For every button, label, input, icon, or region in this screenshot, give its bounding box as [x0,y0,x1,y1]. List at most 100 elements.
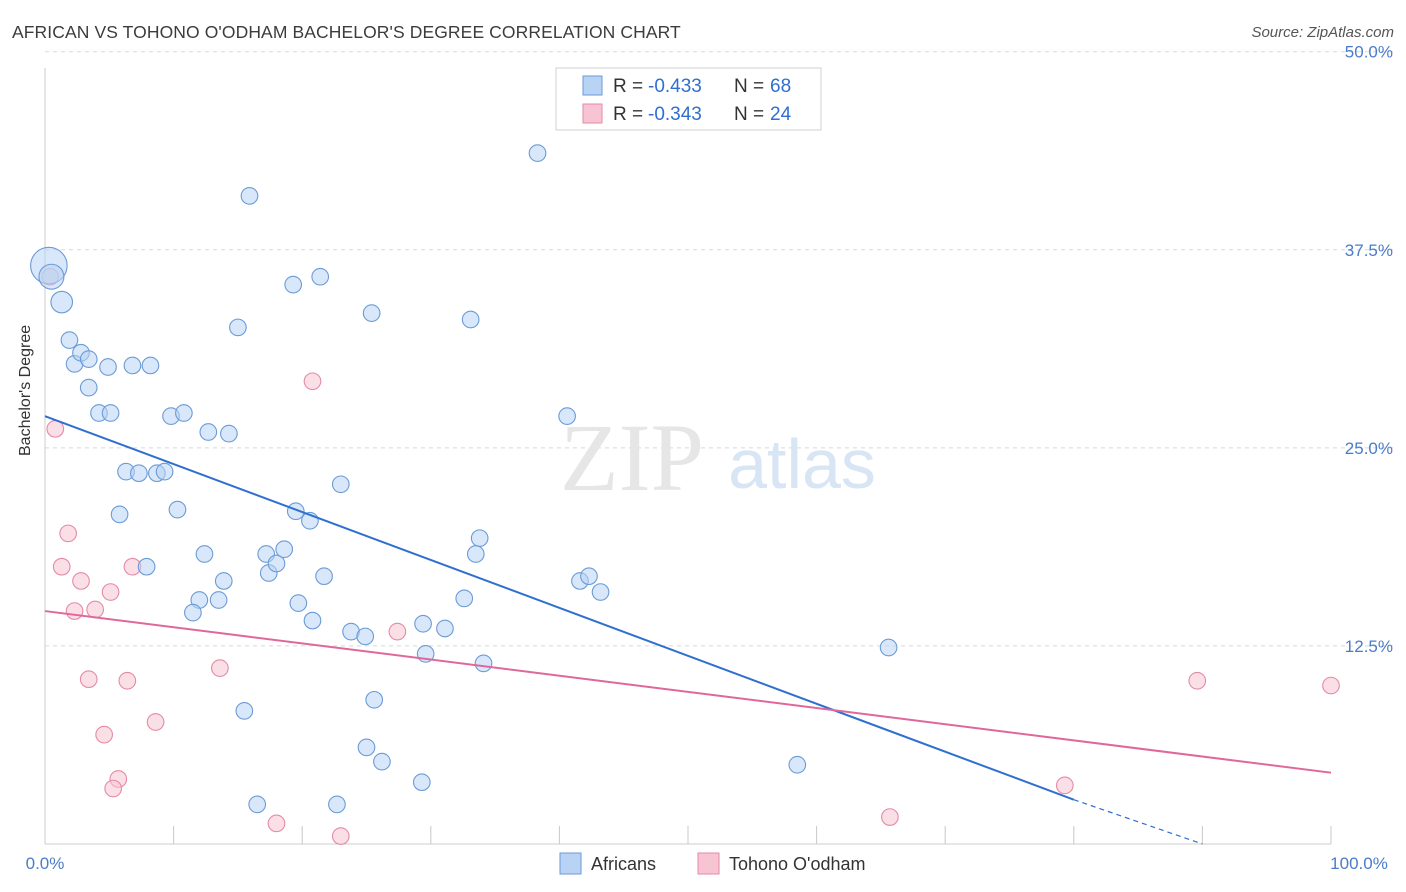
data-point [311,267,330,286]
y-tick-label: 37.5% [1345,241,1393,260]
data-point [331,827,350,845]
data-point [284,275,303,294]
data-point [267,554,286,573]
data-point [248,795,267,814]
data-point [195,545,214,563]
data-point [50,290,74,314]
data-point [72,572,90,590]
legend-swatch-tohono [582,103,603,124]
x-tick-label-max: 100.0% [1330,854,1388,873]
data-point [591,583,610,601]
data-point [470,529,489,548]
data-point [184,603,202,622]
data-point [388,622,407,641]
data-point [175,404,193,422]
data-point [788,755,807,774]
data-point [1188,671,1207,690]
data-point [362,304,381,323]
data-point [412,773,431,792]
data-point [101,583,120,601]
data-point [38,263,65,290]
series-legend-swatch-africans [559,852,582,875]
legend-r-value-africans: -0.433 [648,76,702,97]
tohono-points [41,267,1340,845]
data-point [474,654,493,673]
data-point [79,378,98,397]
watermark: ZIP atlas [560,404,876,511]
data-point [59,524,77,543]
data-point [101,404,120,422]
data-point [168,500,187,519]
data-point [331,475,350,494]
data-point [79,670,98,689]
data-point [373,752,391,771]
x-ticks [173,826,1332,844]
data-point [328,795,346,814]
legend-r-label-africans: R = [613,76,643,97]
data-point [99,358,117,376]
x-tick-label-min: 0.0% [26,854,65,873]
data-point [879,638,898,657]
y-tick-labels: 12.5% 25.0% 37.5% 50.0% [1345,43,1393,656]
data-point [528,144,547,162]
data-point [303,611,322,630]
legend-r-label-tohono: R = [613,104,643,125]
series-legend-label-africans: Africans [591,854,656,874]
watermark-zip: ZIP [560,404,704,511]
africans-points [30,144,898,814]
data-point [60,331,79,349]
trend-lines [44,415,1332,845]
legend-swatch-africans [582,75,603,96]
data-point [220,424,238,443]
data-point [455,589,474,608]
data-point [155,462,174,481]
data-point [214,572,233,590]
data-point [52,557,71,576]
data-point [209,591,228,609]
data-point [436,619,454,638]
data-point [65,602,84,620]
legend-n-label-tohono: N = [734,104,764,125]
data-point [229,318,247,337]
y-tick-label: 12.5% [1345,637,1393,656]
legend-n-value-africans: 68 [770,76,791,97]
data-point [1055,776,1074,795]
trend-line-africans [44,415,1075,801]
data-point [414,614,432,633]
data-point [558,407,576,426]
data-point [110,505,129,524]
data-point [199,423,218,441]
series-legend-label-tohono: Tohono O'odham [729,854,866,874]
data-point [466,545,485,563]
data-point [79,350,98,368]
data-point [365,690,384,709]
legend-r-value-tohono: -0.343 [648,104,702,125]
series-legend-swatch-tohono [697,852,720,875]
data-point [123,356,142,375]
data-point [275,540,294,559]
data-point [146,713,165,731]
data-point [118,671,137,690]
trend-line-africans-extension [1073,799,1203,845]
legend-n-label-africans: N = [734,76,764,97]
data-point [356,627,375,646]
data-point [1322,676,1340,695]
y-tick-label: 50.0% [1345,43,1393,62]
trend-line-tohono [44,610,1332,774]
data-point [267,814,286,833]
data-point [303,372,322,391]
watermark-atlas: atlas [728,425,876,503]
data-point [289,594,308,612]
data-point [315,567,333,586]
source-label: Source: ZipAtlas.com [1251,24,1394,41]
legend-n-value-tohono: 24 [770,104,792,125]
data-point [86,600,105,619]
data-point [357,738,376,757]
data-point [211,659,229,677]
series-legend: Africans Tohono O'odham [559,852,866,875]
data-point [881,808,899,826]
data-point [235,702,254,720]
data-point [580,567,598,586]
data-point [137,557,156,576]
